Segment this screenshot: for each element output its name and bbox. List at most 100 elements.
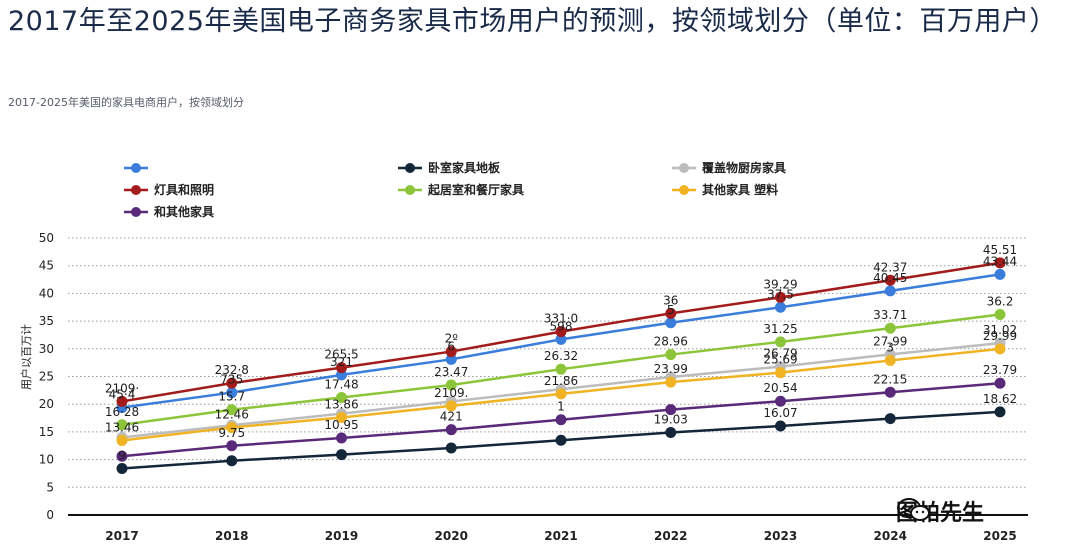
- data-point: [226, 377, 238, 389]
- y-tick-label: 10: [39, 453, 54, 467]
- data-point: [226, 421, 238, 433]
- legend-label: 其他家具 塑料: [702, 182, 778, 197]
- chart-title: 2017年至2025年美国电子商务家具市场用户的预测，按领域划分（单位：百万用户…: [8, 6, 1057, 37]
- data-point: [665, 376, 677, 388]
- x-tick-label: 2023: [764, 529, 797, 543]
- data-point: [445, 346, 457, 358]
- data-point: [116, 419, 128, 431]
- data-point: [775, 395, 786, 407]
- data-label: 598: [550, 319, 573, 333]
- data-point: [665, 317, 677, 329]
- data-point: [665, 349, 677, 361]
- data-label: 43.44: [983, 254, 1017, 268]
- y-tick-label: 15: [39, 425, 54, 439]
- data-label: 26.79: [763, 347, 797, 361]
- data-label: 5: [667, 303, 675, 317]
- legend-label: 覆盖物厨房家具: [701, 160, 786, 175]
- legend-label: 灯具和照明: [154, 182, 214, 197]
- legend-swatch-marker: [131, 163, 141, 173]
- data-point: [884, 413, 896, 425]
- data-point: [445, 400, 457, 412]
- data-label: 39.29: [763, 277, 797, 291]
- data-label: 25.69: [763, 353, 797, 367]
- series-group: [116, 257, 1006, 474]
- data-label: 36: [663, 293, 678, 307]
- data-point: [775, 301, 786, 313]
- data-point: [665, 307, 677, 319]
- data-label: 42.37: [873, 260, 907, 274]
- y-tick-label: 0: [46, 508, 54, 522]
- data-label: 18.62: [983, 392, 1017, 406]
- data-point: [116, 462, 128, 474]
- data-label: 321: [330, 355, 353, 369]
- data-point: [226, 455, 238, 467]
- data-label: 31.02: [983, 323, 1017, 337]
- y-tick-label: 5: [46, 480, 54, 494]
- data-label: 27.99: [873, 334, 907, 348]
- data-label: 45.51: [983, 243, 1017, 257]
- data-label: 2109·: [105, 381, 139, 395]
- x-tick-label: 2017: [105, 529, 138, 543]
- legend-swatch-marker: [131, 185, 141, 195]
- y-tick-label: 30: [39, 342, 54, 356]
- data-point: [994, 257, 1006, 269]
- x-axis-ticks: 2017 2018 2019 2020 2021 2022 2023 2024 2025: [105, 529, 1016, 543]
- data-point: [884, 285, 896, 297]
- data-point: [994, 343, 1006, 355]
- data-label: 735: [220, 373, 243, 387]
- y-tick-label: 35: [39, 314, 54, 328]
- x-tick-label: 2018: [215, 529, 248, 543]
- y-tick-label: 20: [39, 397, 54, 411]
- data-point: [665, 426, 677, 438]
- data-label: 2º: [445, 332, 459, 346]
- chart-subtitle: 2017-2025年美国的家具电商用户，按领域划分: [8, 96, 244, 109]
- data-point: [116, 450, 128, 462]
- data-point: [336, 432, 347, 444]
- x-tick-label: 2020: [435, 529, 468, 543]
- legend-swatch-marker: [679, 163, 689, 173]
- legend-label: 和其他家具: [153, 204, 214, 219]
- y-tick-label: 50: [39, 231, 54, 245]
- data-point: [555, 326, 567, 338]
- data-point: [884, 274, 896, 286]
- data-point: [994, 268, 1006, 280]
- data-label: 232·8: [215, 363, 249, 377]
- data-point: [555, 363, 567, 375]
- data-labels: 45·4 735 321 6 598 5 37.5 40.45 43.44 9 19.03 16.07…: [105, 243, 1017, 463]
- data-point: [665, 404, 677, 416]
- data-label: 23.99: [654, 362, 688, 376]
- wechat-icon: [897, 498, 930, 521]
- data-label: 17.48: [324, 378, 358, 392]
- data-label: 31.25: [763, 322, 797, 336]
- data-label: 33.71: [873, 308, 907, 322]
- watermark: 图帕先生: [896, 496, 984, 526]
- legend-swatch-marker: [131, 207, 141, 217]
- data-label: 21.86: [544, 374, 578, 388]
- data-point: [336, 449, 347, 461]
- data-label: 15.7: [218, 390, 245, 404]
- data-label: 13.46: [105, 420, 139, 434]
- data-label: 3: [886, 340, 894, 354]
- data-point: [116, 395, 128, 407]
- legend-swatch-marker: [405, 185, 415, 195]
- data-label: 26.32: [544, 349, 578, 363]
- data-label: 37.5: [767, 287, 794, 301]
- data-label: 1: [557, 400, 565, 414]
- data-point: [336, 392, 347, 404]
- data-point: [336, 362, 347, 374]
- data-point: [884, 354, 896, 366]
- data-label: 9: [118, 448, 126, 462]
- data-point: [994, 406, 1006, 418]
- data-point: [555, 414, 567, 426]
- data-label: 23.79: [983, 363, 1017, 377]
- data-label: 421: [440, 410, 463, 424]
- data-point: [445, 442, 457, 454]
- y-axis-ticks: 0 5 10 15 20 25 30 35 40 45 50: [39, 231, 54, 522]
- data-point: [884, 386, 896, 398]
- legend-swatch-marker: [679, 185, 689, 195]
- data-label: 13.86: [324, 397, 358, 411]
- legend-swatch-marker: [405, 163, 415, 173]
- x-tick-label: 2025: [983, 529, 1016, 543]
